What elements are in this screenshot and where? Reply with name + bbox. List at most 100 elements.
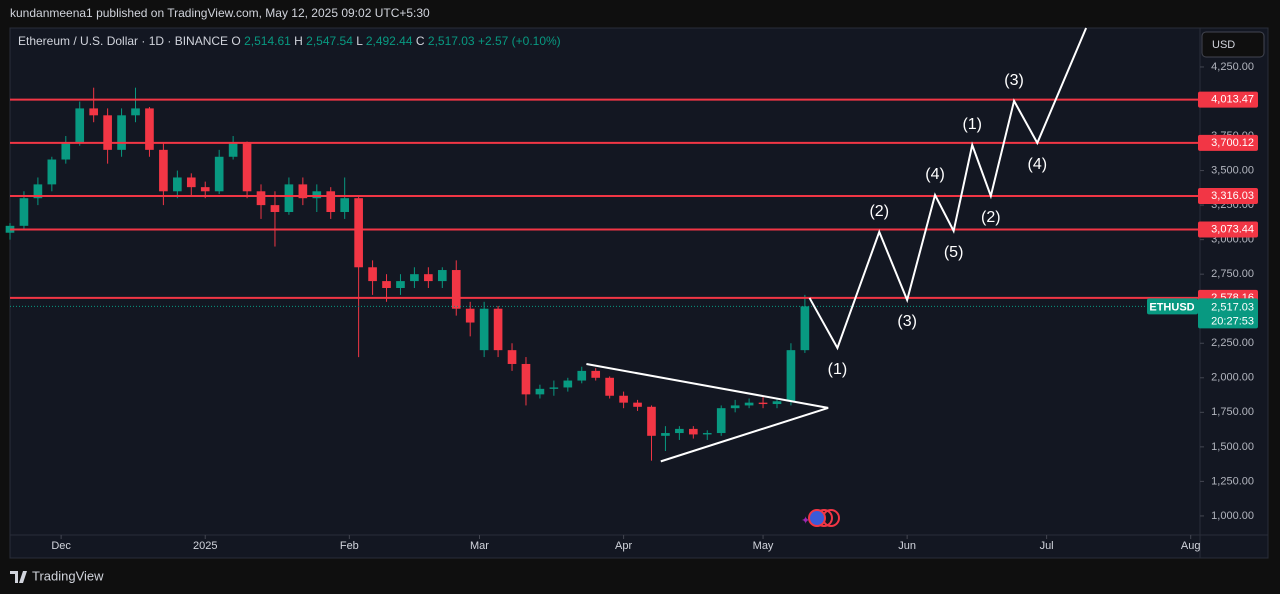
wave-label: (4) — [1028, 156, 1048, 173]
candle-body — [479, 308, 489, 351]
x-tick-label: 2025 — [193, 540, 217, 552]
candle-body — [647, 406, 656, 436]
x-tick-label: Jul — [1040, 540, 1054, 552]
ohlc-key: C — [416, 34, 425, 48]
y-tick-label: 2,750.00 — [1211, 268, 1254, 280]
level-label-bg — [1198, 91, 1258, 108]
candle-body — [633, 402, 642, 407]
candle-body — [661, 433, 670, 436]
candle-body — [451, 270, 461, 309]
legend: Ethereum / U.S. Dollar · 1D · BINANCE O … — [18, 34, 561, 48]
candle-body — [173, 177, 182, 192]
candle-body — [675, 428, 684, 434]
event-star: ✦ — [801, 515, 810, 527]
candle-body — [270, 205, 280, 213]
candle-body — [47, 159, 57, 185]
x-tick-label: Jun — [898, 540, 916, 552]
candle-body — [382, 281, 391, 288]
candle-body — [702, 433, 712, 435]
symbol-tag-bg — [1147, 298, 1198, 315]
candle-body — [242, 142, 252, 192]
wave-path — [808, 27, 1088, 351]
candle-body — [396, 281, 405, 288]
ohlc-key: L — [356, 34, 363, 48]
y-tick-label: 2,000.00 — [1211, 372, 1254, 384]
candle-body — [493, 308, 503, 351]
wave-label: (3) — [1004, 72, 1024, 89]
wave-label: (2) — [981, 209, 1001, 226]
candle-body — [772, 401, 782, 405]
candle-body — [33, 184, 43, 199]
wave-label: (2) — [869, 203, 889, 220]
level-label-bg — [1198, 134, 1258, 151]
level-label-bg — [1198, 221, 1258, 238]
ohlc-key: O — [231, 34, 240, 48]
candle-body — [507, 350, 517, 364]
countdown: 20:27:53 — [1211, 315, 1254, 327]
currency[interactable]: USD — [1212, 39, 1235, 51]
triangle-pattern — [586, 362, 829, 463]
symbol: Ethereum / U.S. Dollar · 1D · BINANCE O … — [18, 34, 561, 48]
candle-body — [716, 408, 726, 434]
candle-body — [465, 308, 475, 323]
symbol-name: Ethereum / U.S. Dollar · 1D · BINANCE — [18, 34, 228, 48]
candle-body — [340, 198, 350, 213]
candle-body — [591, 370, 601, 378]
candle-body — [298, 184, 308, 199]
level-label: 4,013.47 — [1211, 94, 1254, 106]
last-price-label: 2,517.03 — [1211, 301, 1254, 313]
candle-body — [186, 177, 196, 188]
symbol-tag: ETHUSD — [1149, 301, 1194, 313]
wave-label: (4) — [925, 166, 945, 183]
candle-body — [312, 191, 322, 199]
y-tick-label: 1,000.00 — [1211, 510, 1254, 522]
y-tick-label: 3,500.00 — [1211, 164, 1254, 176]
candle-body — [200, 187, 210, 192]
candle-body — [89, 108, 98, 116]
level-label: 3,700.12 — [1211, 137, 1254, 149]
ohlc-value: 2,547.54 — [306, 34, 353, 48]
candle-body — [75, 108, 85, 143]
x-tick-label: Feb — [340, 540, 359, 552]
candle-body — [228, 142, 238, 157]
ohlc-key: H — [294, 34, 303, 48]
candle-body — [131, 108, 140, 116]
x-tick-label: Mar — [470, 540, 489, 552]
candle-body — [437, 270, 447, 282]
candle-body — [354, 198, 363, 268]
candle-body — [619, 395, 628, 403]
level-label-bg — [1198, 187, 1258, 204]
candle-body — [214, 156, 224, 192]
y-tick-label: 1,750.00 — [1211, 406, 1254, 418]
x-tick-label: May — [753, 540, 774, 552]
candle-body — [688, 428, 698, 435]
candle-body — [563, 380, 573, 388]
candle-body — [103, 115, 112, 150]
candle-body — [535, 388, 545, 395]
ohlc-value: 2,517.03 — [428, 34, 475, 48]
candle-body — [549, 387, 559, 389]
brand: TradingView — [32, 568, 104, 583]
y-tick-label: 2,250.00 — [1211, 337, 1254, 349]
wave-label: (1) — [828, 361, 848, 378]
change: +2.57 (+0.10%) — [478, 34, 561, 48]
candle-body — [800, 306, 810, 351]
candle-body — [368, 267, 377, 282]
y-tick-label: 1,500.00 — [1211, 441, 1254, 453]
wave-label: (3) — [897, 313, 917, 330]
ohlc-value: 2,492.44 — [366, 34, 413, 48]
ohlc-value: 2,514.61 — [244, 34, 291, 48]
candle-body — [61, 142, 71, 160]
candle-body — [159, 149, 168, 192]
wave-label: (5) — [944, 244, 964, 261]
x-tick-label: Apr — [615, 540, 632, 552]
candle-body — [521, 363, 531, 395]
candle-body — [19, 198, 29, 226]
y-tick-label: 4,250.00 — [1211, 61, 1254, 73]
event-icons: ✦ — [801, 509, 840, 527]
candle-body — [730, 405, 740, 409]
candle-body — [256, 191, 266, 206]
currency-button[interactable] — [1201, 31, 1265, 58]
x-tick-label: Dec — [51, 540, 71, 552]
